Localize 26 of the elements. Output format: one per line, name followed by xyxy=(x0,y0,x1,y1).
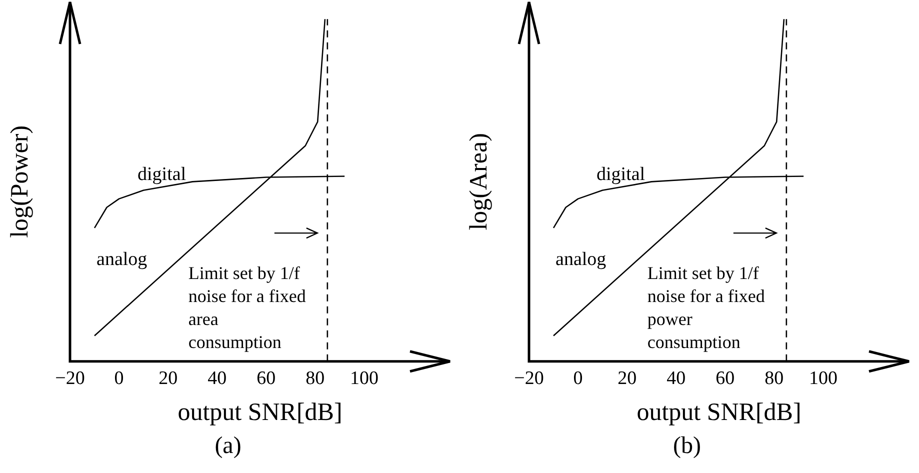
annotation: Limit set by 1/f noise for a fixed area consumption xyxy=(188,262,307,354)
text: (a) xyxy=(214,432,242,459)
x-tick-label: −20 xyxy=(55,368,85,389)
x-tick-label: 0 xyxy=(573,368,583,389)
y-axis-title: log(Area) xyxy=(466,133,493,230)
x-tick-label: 80 xyxy=(764,368,784,389)
series-label: analog xyxy=(556,248,606,271)
annotation: Limit set by 1/f noise for a fixed power consumption xyxy=(647,262,766,354)
x-tick-label: 60 xyxy=(716,368,735,389)
series-label: analog xyxy=(96,248,148,271)
text: (b) xyxy=(673,432,701,459)
x-tick-label: 20 xyxy=(158,368,178,389)
x-tick-label: 80 xyxy=(306,368,325,389)
x-axis-title: output SNR[dB] xyxy=(636,398,802,426)
y-axis-title: log(Power) xyxy=(6,125,34,238)
x-tick-label: 40 xyxy=(666,368,686,389)
x-tick-label: 0 xyxy=(114,368,124,389)
series-label: digital xyxy=(596,164,646,186)
x-tick-label: 40 xyxy=(208,368,227,389)
x-tick-label: −20 xyxy=(514,368,544,389)
series-label: digital xyxy=(138,164,186,186)
x-tick-label: 100 xyxy=(808,368,838,389)
x-tick-label: 60 xyxy=(256,368,276,389)
x-axis-title: output SNR[dB] xyxy=(178,398,342,426)
x-tick-label: 20 xyxy=(618,368,637,389)
x-tick-label: 100 xyxy=(350,368,378,389)
